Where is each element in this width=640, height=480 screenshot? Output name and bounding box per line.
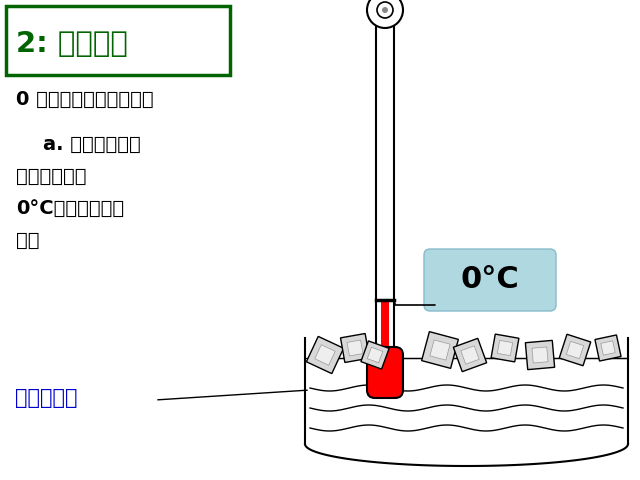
Polygon shape [347, 340, 363, 356]
Text: 2: 摄氏温度: 2: 摄氏温度 [16, 30, 128, 58]
Polygon shape [532, 347, 548, 363]
FancyBboxPatch shape [424, 249, 556, 311]
Polygon shape [422, 332, 458, 368]
Polygon shape [559, 334, 591, 366]
Polygon shape [601, 341, 615, 355]
Polygon shape [361, 341, 389, 369]
Polygon shape [340, 334, 369, 362]
Polygon shape [367, 347, 383, 363]
Polygon shape [525, 340, 555, 370]
Circle shape [382, 7, 388, 13]
Polygon shape [453, 338, 486, 372]
Circle shape [367, 0, 403, 28]
Polygon shape [566, 341, 584, 359]
Polygon shape [497, 340, 513, 356]
Text: 0°C: 0°C [461, 265, 520, 295]
Polygon shape [430, 340, 450, 360]
Polygon shape [595, 335, 621, 361]
Polygon shape [315, 345, 335, 365]
Polygon shape [491, 334, 519, 362]
Bar [381, 300, 389, 355]
FancyBboxPatch shape [376, 21, 394, 356]
Text: 0°C，这是水的冰: 0°C，这是水的冰 [16, 199, 124, 218]
Text: 的温度规定为: 的温度规定为 [16, 167, 86, 186]
Text: 0 摄氏度是这样规定的：: 0 摄氏度是这样规定的： [16, 90, 154, 109]
Circle shape [377, 2, 393, 18]
Polygon shape [307, 336, 344, 373]
FancyBboxPatch shape [6, 6, 230, 75]
Text: 点。: 点。 [16, 231, 40, 250]
Polygon shape [461, 346, 479, 364]
Text: 冰水混合物: 冰水混合物 [15, 388, 77, 408]
FancyBboxPatch shape [367, 347, 403, 398]
Text: a. 把冰水混合物: a. 把冰水混合物 [16, 135, 141, 154]
